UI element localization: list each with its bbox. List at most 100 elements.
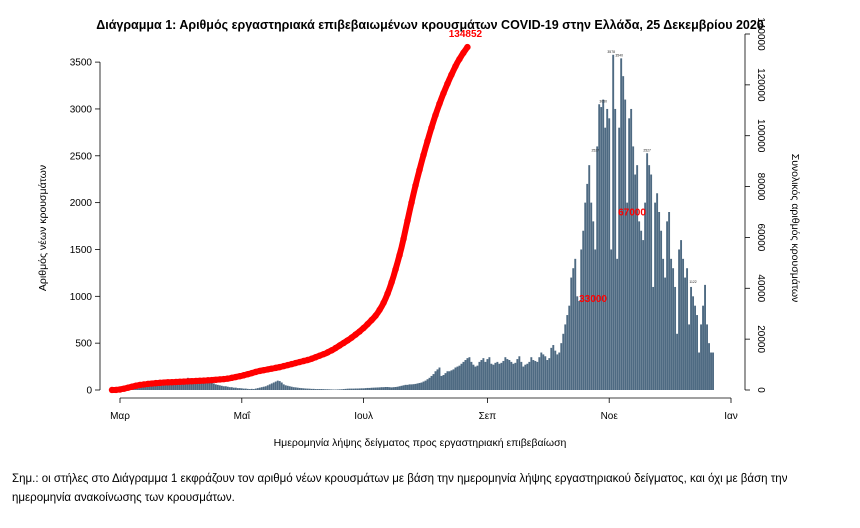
total-cases-point [464, 43, 471, 51]
bar [364, 388, 367, 390]
bar-value-label: 2527 [643, 148, 651, 152]
bar [690, 286, 693, 390]
bar [444, 373, 447, 390]
bar [554, 350, 557, 390]
bar [692, 296, 695, 390]
bar [582, 230, 585, 390]
bar [244, 388, 247, 390]
bar [590, 202, 593, 390]
bar [190, 379, 193, 390]
bar [602, 99, 605, 390]
bar [640, 230, 643, 390]
bar [356, 388, 359, 390]
total-cases-point [460, 49, 467, 57]
bar [282, 384, 285, 390]
bar [292, 387, 295, 390]
bar [504, 357, 507, 390]
bar [462, 361, 465, 390]
bar [358, 388, 361, 390]
bar [630, 108, 633, 391]
bar [704, 284, 706, 390]
bar [208, 382, 211, 390]
total-cases-point [416, 166, 423, 174]
total-cases-point [364, 320, 371, 328]
bar [664, 277, 667, 390]
bar [416, 383, 419, 390]
bar [594, 249, 597, 390]
bar [150, 384, 153, 390]
bar [348, 388, 351, 390]
bar [586, 183, 589, 390]
bar [614, 108, 617, 391]
bar [256, 388, 259, 390]
x-tick-label: Ιαν [724, 411, 738, 422]
bar [498, 363, 501, 390]
bar [454, 367, 457, 390]
bar [654, 202, 657, 390]
bar [472, 364, 475, 390]
bar [278, 381, 281, 390]
right-tick-label: 80000 [755, 173, 766, 201]
bar-value-label: 2527 [591, 148, 599, 152]
right-tick-label: 0 [755, 387, 766, 393]
bar [666, 221, 669, 390]
bar [584, 202, 587, 390]
bar [620, 58, 623, 390]
bar [446, 371, 449, 390]
bar [234, 387, 237, 390]
bar [298, 387, 301, 390]
bar [152, 383, 155, 390]
bar [468, 357, 471, 390]
bar [316, 389, 319, 390]
bar [204, 381, 207, 390]
bar [214, 384, 217, 390]
bar [174, 381, 177, 390]
bar [232, 387, 235, 390]
right-tick-label: 100000 [755, 119, 766, 153]
bar [408, 384, 411, 390]
bar [424, 380, 427, 390]
bar [642, 240, 645, 390]
total-cases-point [456, 55, 463, 63]
bar [476, 365, 479, 390]
bar [570, 277, 573, 390]
bar [624, 99, 627, 390]
bar [706, 324, 708, 390]
bar [564, 324, 567, 390]
x-axis: Μαρ Μαΐ Ιουλ Σεπ Νοε Ιαν [110, 397, 738, 422]
bar [200, 381, 203, 390]
bar [266, 385, 269, 390]
bar [578, 301, 581, 390]
bar [490, 363, 493, 390]
bar [340, 389, 343, 390]
bar [270, 383, 273, 390]
bar [398, 386, 401, 390]
total-cases-point [408, 199, 415, 206]
bar [508, 360, 511, 390]
bar [202, 380, 205, 390]
bar [488, 357, 491, 390]
bar-value-label: 1122 [689, 280, 696, 284]
bar [452, 369, 455, 390]
bar [362, 388, 365, 390]
bar [346, 388, 349, 390]
bar [516, 359, 519, 390]
bar [236, 388, 239, 390]
bar [480, 360, 483, 390]
bar [560, 343, 563, 390]
bar [342, 389, 345, 390]
right-tick-label: 120000 [755, 68, 766, 102]
left-tick-label: 2500 [70, 151, 93, 162]
bar [660, 230, 663, 390]
bar [610, 249, 613, 390]
bar [254, 388, 257, 390]
bar [572, 268, 575, 390]
bar [520, 361, 523, 390]
bar [218, 385, 221, 390]
bar [318, 389, 321, 390]
x-axis-label: Ημερομηνία λήψης δείγματος προς εργαστηρ… [274, 437, 567, 449]
bar [544, 356, 547, 390]
total-cases-point [436, 100, 443, 107]
bar [396, 386, 399, 390]
bar [512, 363, 515, 390]
